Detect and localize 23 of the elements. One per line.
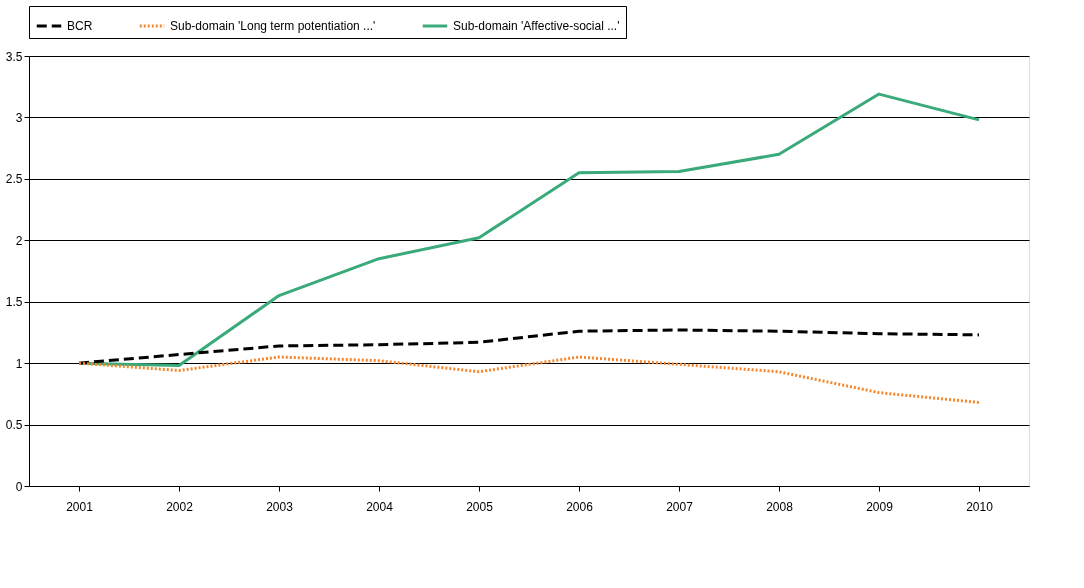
- x-tick-label: 2010: [966, 499, 994, 514]
- x-tick-label: 2006: [566, 499, 594, 514]
- x-tick-label: 2001: [66, 499, 94, 514]
- x-tick-label: 2004: [366, 499, 394, 514]
- y-tick-label: 1: [15, 356, 23, 371]
- x-tick-label: 2003: [266, 499, 294, 514]
- y-tick-label: 2: [15, 233, 23, 248]
- y-tick-label: 3.5: [5, 49, 23, 64]
- x-tick-label: 2008: [766, 499, 794, 514]
- x-tick-label: 2007: [666, 499, 694, 514]
- line-series: [77, 328, 981, 365]
- y-tick-label: 0.5: [5, 418, 23, 433]
- y-tick-label: 0: [15, 479, 23, 494]
- y-tick-label: 3: [15, 110, 23, 125]
- legend-label: BCR: [67, 19, 93, 33]
- legend-label: Sub-domain 'Affective-social ...': [453, 19, 620, 33]
- x-tick-label: 2002: [166, 499, 194, 514]
- line-series: [77, 355, 981, 404]
- x-tick-label: 2005: [466, 499, 494, 514]
- x-tick-label: 2009: [866, 499, 894, 514]
- y-tick-label: 1.5: [5, 295, 23, 310]
- legend-label: Sub-domain 'Long term potentiation ...': [170, 19, 376, 33]
- y-tick-label: 2.5: [5, 172, 23, 187]
